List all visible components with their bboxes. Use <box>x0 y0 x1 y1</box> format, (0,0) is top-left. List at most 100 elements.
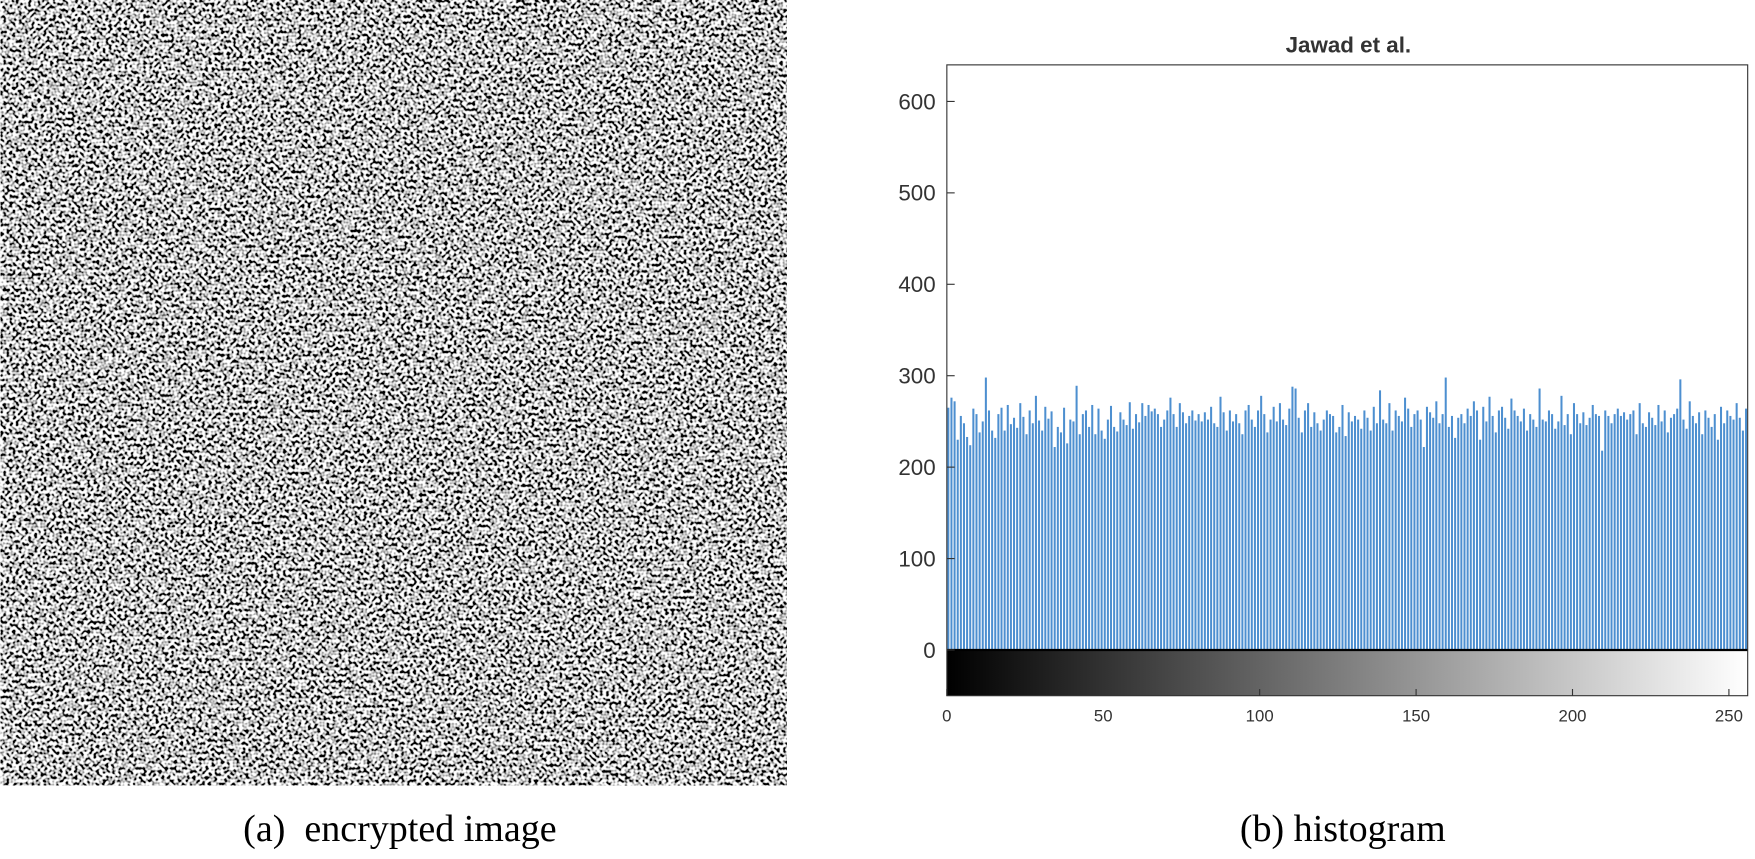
bar <box>1344 436 1347 650</box>
bar <box>1516 415 1519 650</box>
bar <box>1169 397 1172 650</box>
bar <box>1131 428 1134 650</box>
bar <box>994 437 997 650</box>
bar <box>1729 415 1732 650</box>
bar <box>1741 430 1744 650</box>
y-tick-label: 600 <box>898 89 935 114</box>
bar <box>1735 403 1738 650</box>
bar <box>1350 421 1353 650</box>
bar <box>1288 408 1291 650</box>
bar <box>1660 421 1663 650</box>
bar <box>1028 410 1031 650</box>
bar <box>1597 415 1601 650</box>
bar <box>1088 426 1091 650</box>
bar <box>1416 410 1419 650</box>
bar <box>966 436 969 650</box>
bar <box>1407 408 1410 650</box>
bar <box>1391 430 1394 650</box>
bar <box>1673 414 1676 650</box>
bar <box>1454 437 1457 650</box>
bar <box>1197 414 1200 650</box>
bar <box>1203 412 1206 650</box>
bar <box>947 407 950 650</box>
bar <box>1394 410 1397 650</box>
bar <box>1723 423 1726 650</box>
bar <box>1623 412 1626 650</box>
bar <box>1529 414 1532 650</box>
bar <box>1576 414 1579 650</box>
bar <box>1025 434 1028 650</box>
bar <box>1053 447 1056 650</box>
bar <box>1519 421 1522 650</box>
bar <box>997 414 1000 650</box>
bar <box>1335 432 1338 650</box>
bar <box>1450 415 1454 650</box>
bar <box>1228 410 1231 650</box>
bar <box>1300 432 1303 650</box>
bar <box>1526 430 1529 650</box>
y-tick-label: 300 <box>898 364 935 389</box>
bar <box>1166 410 1169 650</box>
bar <box>1400 421 1403 650</box>
bar <box>1303 410 1306 650</box>
bar <box>1626 419 1629 650</box>
caption-b: (b) histogram <box>1240 808 1446 850</box>
bar <box>1532 419 1535 650</box>
bar <box>1097 408 1100 650</box>
bar <box>1713 414 1716 650</box>
chart-title: Jawad et al. <box>1286 33 1412 58</box>
bar <box>1632 410 1635 650</box>
bar <box>1438 423 1441 650</box>
bar <box>1175 426 1178 650</box>
bar <box>1291 386 1294 650</box>
bar <box>1113 426 1116 650</box>
bar <box>1322 419 1325 650</box>
bar <box>1269 419 1272 650</box>
bar <box>1109 405 1113 650</box>
bar <box>1056 426 1059 650</box>
bar <box>1410 426 1413 650</box>
bar <box>1701 434 1704 650</box>
bar <box>1363 410 1366 650</box>
bar <box>1732 419 1735 650</box>
bar <box>1128 402 1131 650</box>
bar <box>1307 403 1310 650</box>
bar <box>1422 447 1425 650</box>
bar <box>1469 415 1472 650</box>
bar <box>1719 406 1723 650</box>
bar <box>975 414 978 650</box>
bar <box>1294 388 1297 650</box>
bar <box>1360 428 1363 650</box>
bar <box>1266 432 1269 650</box>
bar <box>1247 404 1250 650</box>
bar <box>1213 423 1216 650</box>
bar <box>1510 398 1513 650</box>
bar <box>1497 410 1500 650</box>
bar <box>1551 414 1554 650</box>
bar <box>1282 419 1285 650</box>
bar <box>1313 412 1316 650</box>
bar <box>1172 414 1175 650</box>
bar <box>956 439 959 650</box>
bar <box>1404 397 1407 650</box>
bar <box>1726 410 1729 650</box>
bar <box>953 401 956 650</box>
bar <box>1494 432 1497 650</box>
bar <box>1341 404 1344 650</box>
bar <box>1388 403 1391 650</box>
y-tick-label: 0 <box>923 638 935 663</box>
bar <box>1479 439 1482 650</box>
bar <box>1669 417 1672 650</box>
bar <box>1094 434 1097 650</box>
bar <box>1231 421 1235 650</box>
x-tick-label: 0 <box>942 706 951 725</box>
bar <box>1710 426 1713 650</box>
bar <box>1507 428 1510 650</box>
bar <box>1488 396 1491 650</box>
bar <box>1081 414 1084 650</box>
bar <box>1138 422 1141 650</box>
bar <box>1006 404 1009 650</box>
bar <box>1063 407 1066 650</box>
bar <box>1544 421 1547 650</box>
